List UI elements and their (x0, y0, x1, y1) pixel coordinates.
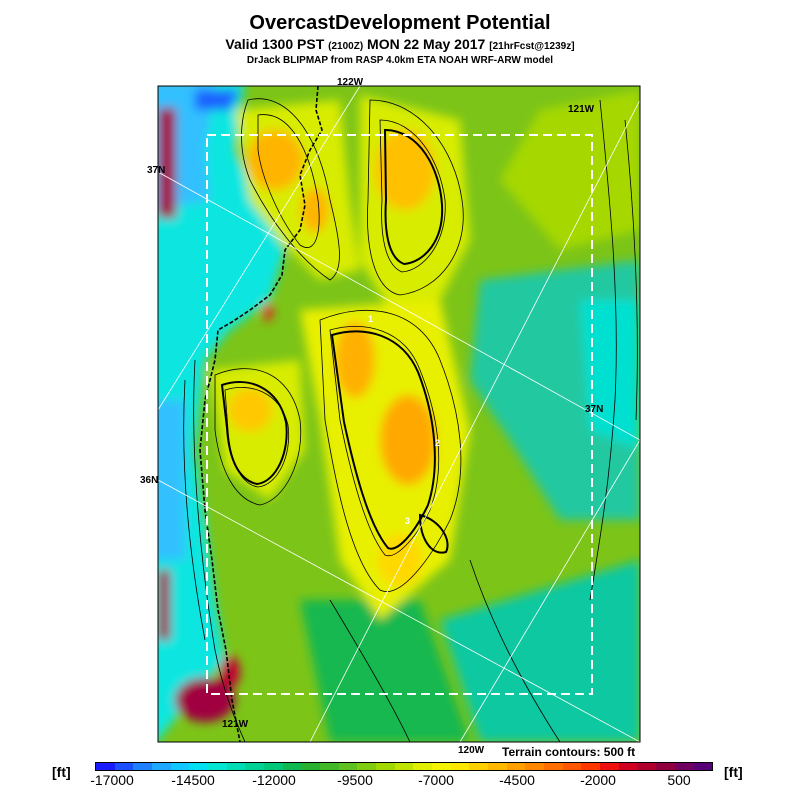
core-coastal (228, 388, 272, 432)
ne-yellowgreen (500, 90, 640, 250)
colorbar-swatch (338, 763, 358, 770)
colorbar-swatch (432, 763, 451, 770)
colorbar-swatch (488, 763, 507, 770)
core-nw (247, 130, 303, 190)
field-shading (158, 86, 640, 742)
colorbar-swatch (525, 763, 545, 770)
label-122w-top: 122W (337, 77, 364, 88)
colorbar-swatch (600, 763, 619, 770)
colorbar-swatch (96, 763, 115, 770)
extreme-coast (263, 303, 273, 321)
colorbar-swatch (413, 763, 433, 770)
colorbar-tick: 500 (667, 772, 691, 788)
domain-boundary (206, 134, 593, 695)
colorbar-swatch (320, 763, 339, 770)
colorbar-swatch (544, 763, 563, 770)
colorbar-swatch (208, 763, 227, 770)
contour-label-3: 3 (405, 516, 411, 526)
south-green (300, 600, 470, 742)
valid-time: Valid 1300 PST (225, 36, 325, 52)
colorbar-swatch (357, 763, 377, 770)
valid-time-subtitle: Valid 1300 PST (2100Z) MON 22 May 2017 [… (0, 36, 800, 52)
colorbar-swatch (562, 763, 582, 770)
label-120w-bottom: 120W (458, 745, 485, 756)
colorbar-unit-left: [ft] (52, 764, 71, 780)
colorbar-swatch (245, 763, 265, 770)
forecast-info: [21hrFcst@1239z] (489, 41, 575, 52)
se-cyan (440, 560, 640, 742)
core-nw2 (301, 188, 329, 232)
colorbar-swatch (506, 763, 526, 770)
colorbar (95, 762, 713, 771)
colorbar-swatch (450, 763, 470, 770)
colorbar-tick: -12000 (252, 772, 296, 788)
colorbar-swatch (618, 763, 638, 770)
zulu-time: (2100Z) (328, 41, 364, 52)
colorbar-swatch (226, 763, 246, 770)
model-source: DrJack BLIPMAP from RASP 4.0km ETA NOAH … (246, 55, 554, 66)
map-frame (157, 85, 641, 743)
label-37n-left: 37N (147, 165, 166, 176)
colorbar-swatch (637, 763, 657, 770)
colorbar-swatch (469, 763, 489, 770)
extreme-west (158, 570, 170, 640)
colorbar-swatch (282, 763, 302, 770)
colorbar-swatch (152, 763, 171, 770)
ocean-deep-blue (195, 90, 240, 110)
label-121w-top: 121W (568, 104, 595, 115)
colorbar-tick: -9500 (337, 772, 373, 788)
latlon-grid (158, 86, 640, 742)
terrain-contours-major (220, 128, 449, 554)
colorbar-swatch (170, 763, 190, 770)
colorbar-tick: -4500 (499, 772, 535, 788)
core-north (375, 130, 435, 210)
contour-label-2: 2 (435, 438, 441, 448)
colorbar-swatch (133, 763, 153, 770)
colorbar-swatch (674, 763, 694, 770)
colorbar-swatch (581, 763, 601, 770)
label-37n-right: 37N (585, 404, 604, 415)
terrain-contour-note: Terrain contours: 500 ft (502, 745, 636, 759)
extreme-sw (175, 678, 235, 722)
ocean-area (158, 86, 285, 740)
colorbar-swatch (394, 763, 414, 770)
colorbar-swatch (693, 763, 713, 770)
extreme-sw2 (220, 656, 240, 688)
extreme-nw (158, 108, 176, 218)
core-south (378, 534, 422, 586)
core-central-w (335, 322, 375, 398)
colorbar-swatch (189, 763, 209, 770)
colorbar-tick: -17000 (90, 772, 134, 788)
colorbar-tick: -2000 (580, 772, 616, 788)
colorbar-swatch (264, 763, 283, 770)
label-121w-bottom: 121W (222, 719, 249, 730)
label-36n-left: 36N (140, 475, 159, 486)
valid-date: MON 22 May 2017 (367, 36, 486, 52)
colorbar-swatch (376, 763, 395, 770)
colorbar-unit-right: [ft] (724, 764, 743, 780)
colorbar-swatch (114, 763, 134, 770)
colorbar-swatch (656, 763, 675, 770)
core-central (380, 395, 436, 485)
ocean-deep-south (158, 400, 185, 560)
colorbar-tick: -14500 (171, 772, 215, 788)
colorbar-swatch (301, 763, 321, 770)
coastline (199, 86, 323, 742)
colorbar-tick: -7000 (418, 772, 454, 788)
east-cyan (580, 300, 640, 450)
map-title: OvercastDevelopment Potential (249, 12, 551, 34)
contour-label-1: 1 (368, 314, 374, 324)
